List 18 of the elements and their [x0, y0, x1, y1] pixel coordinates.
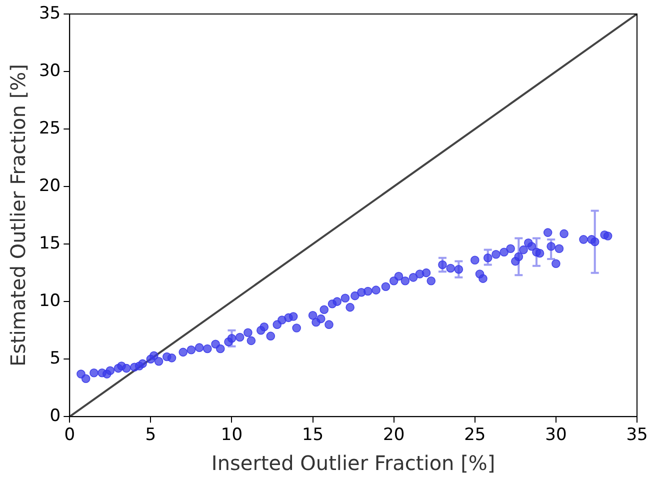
x-tick-label: 5	[145, 425, 156, 446]
x-axis-title: Inserted Outlier Fraction [%]	[211, 451, 496, 476]
x-tick-label: 15	[302, 425, 324, 446]
y-tick-label: 25	[38, 118, 61, 138]
x-tick-label: 10	[220, 425, 243, 446]
x-tick-label: 35	[626, 425, 648, 446]
y-tick-label: 35	[38, 3, 61, 24]
y-tick-label: 5	[50, 348, 61, 369]
y-tick-label: 0	[50, 406, 61, 426]
x-tick-label: 20	[383, 425, 405, 446]
y-axis-title: Estimated Outlier Fraction [%]	[6, 64, 30, 367]
x-tick-label: 0	[64, 425, 76, 446]
y-tick-label: 15	[38, 233, 61, 254]
x-tick-label: 25	[464, 425, 486, 446]
y-tick-label: 30	[38, 60, 61, 81]
y-tick-label: 10	[38, 290, 61, 311]
x-tick-label: 30	[545, 425, 567, 446]
y-tick-label: 20	[38, 176, 61, 196]
